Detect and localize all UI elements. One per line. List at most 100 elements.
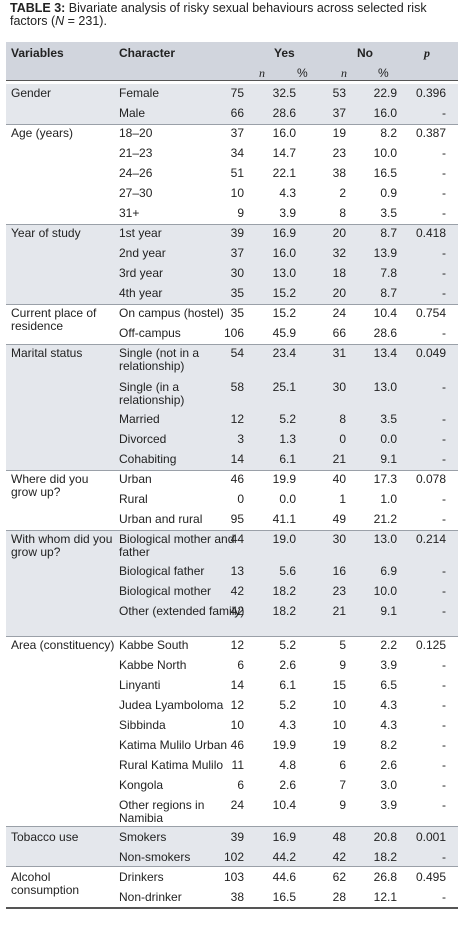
variable-label: Area (constituency) bbox=[11, 638, 115, 652]
no-percent-cell: 8.2 bbox=[380, 738, 397, 752]
yes-count-cell: 102 bbox=[223, 850, 244, 864]
no-percent-cell: 2.6 bbox=[380, 758, 397, 772]
yes-percent-cell: 16.9 bbox=[272, 226, 296, 240]
p-value-cell: - bbox=[442, 658, 446, 672]
character-cell: Single (not in a relationship) bbox=[119, 346, 200, 373]
no-count-cell: 19 bbox=[332, 738, 346, 752]
no-count-cell: 48 bbox=[332, 830, 346, 844]
p-value-cell: - bbox=[442, 326, 446, 340]
yes-count-cell: 0 bbox=[237, 492, 244, 506]
character-cell: 3rd year bbox=[119, 266, 164, 280]
no-count-cell: 40 bbox=[332, 472, 346, 486]
variable-label: Where did you grow up? bbox=[11, 472, 89, 499]
header-no-n: n bbox=[341, 66, 347, 80]
group-rule bbox=[6, 344, 458, 345]
no-percent-cell: 3.9 bbox=[380, 798, 397, 812]
no-percent-cell: 10.0 bbox=[373, 146, 397, 160]
p-value-cell: - bbox=[442, 584, 446, 598]
yes-percent-cell: 18.2 bbox=[272, 604, 296, 618]
character-cell: Drinkers bbox=[119, 870, 164, 884]
no-count-cell: 0 bbox=[339, 432, 346, 446]
no-percent-cell: 21.2 bbox=[373, 512, 397, 526]
no-count-cell: 42 bbox=[332, 850, 346, 864]
yes-count-cell: 42 bbox=[230, 584, 244, 598]
no-count-cell: 21 bbox=[332, 604, 346, 618]
p-value-cell: - bbox=[442, 604, 446, 618]
character-cell: Urban and rural bbox=[119, 512, 203, 526]
character-cell: Cohabiting bbox=[119, 452, 177, 466]
variable-label: Tobacco use bbox=[11, 830, 79, 844]
p-value-cell: - bbox=[442, 432, 446, 446]
no-count-cell: 18 bbox=[332, 266, 346, 280]
character-cell: 27–30 bbox=[119, 186, 153, 200]
no-percent-cell: 18.2 bbox=[373, 850, 397, 864]
yes-count-cell: 46 bbox=[230, 472, 244, 486]
character-cell: 21–23 bbox=[119, 146, 153, 160]
character-cell: Female bbox=[119, 86, 160, 100]
yes-count-cell: 39 bbox=[230, 226, 244, 240]
yes-percent-cell: 15.2 bbox=[272, 306, 296, 320]
p-value-cell: 0.214 bbox=[415, 532, 446, 546]
character-cell: Kabbe South bbox=[119, 638, 189, 652]
yes-count-cell: 12 bbox=[230, 698, 244, 712]
character-cell: Non-drinker bbox=[119, 890, 182, 904]
p-value-cell: - bbox=[442, 758, 446, 772]
yes-count-cell: 34 bbox=[230, 146, 244, 160]
yes-percent-cell: 28.6 bbox=[272, 106, 296, 120]
yes-count-cell: 12 bbox=[230, 638, 244, 652]
no-count-cell: 8 bbox=[339, 206, 346, 220]
table-caption-text: Bivariate analysis of risky sexual behav… bbox=[10, 1, 427, 28]
p-value-cell: - bbox=[442, 698, 446, 712]
yes-percent-cell: 5.2 bbox=[279, 638, 296, 652]
yes-percent-cell: 2.6 bbox=[279, 658, 296, 672]
no-count-cell: 38 bbox=[332, 166, 346, 180]
character-cell: Linyanti bbox=[119, 678, 161, 692]
no-percent-cell: 4.3 bbox=[380, 718, 397, 732]
group-rule bbox=[6, 304, 458, 305]
p-value-cell: - bbox=[442, 850, 446, 864]
yes-count-cell: 11 bbox=[231, 758, 244, 772]
yes-percent-cell: 32.5 bbox=[272, 86, 296, 100]
character-cell: Other (extended family) bbox=[119, 604, 245, 618]
group-rule bbox=[6, 866, 458, 867]
yes-count-cell: 38 bbox=[230, 890, 244, 904]
p-value-cell: - bbox=[442, 166, 446, 180]
no-percent-cell: 2.2 bbox=[380, 638, 397, 652]
no-count-cell: 37 bbox=[332, 106, 346, 120]
no-percent-cell: 28.6 bbox=[373, 326, 397, 340]
p-value-cell: 0.078 bbox=[415, 472, 446, 486]
yes-count-cell: 66 bbox=[230, 106, 244, 120]
character-cell: 2nd year bbox=[119, 246, 166, 260]
yes-count-cell: 37 bbox=[230, 246, 244, 260]
no-count-cell: 24 bbox=[332, 306, 346, 320]
no-percent-cell: 13.9 bbox=[373, 246, 397, 260]
yes-count-cell: 39 bbox=[230, 830, 244, 844]
yes-percent-cell: 5.2 bbox=[279, 698, 296, 712]
row-group bbox=[6, 84, 458, 124]
no-percent-cell: 6.9 bbox=[380, 564, 397, 578]
yes-percent-cell: 15.2 bbox=[272, 286, 296, 300]
no-percent-cell: 16.5 bbox=[373, 166, 397, 180]
p-value-cell: - bbox=[442, 492, 446, 506]
table-caption: TABLE 3: Bivariate analysis of risky sex… bbox=[10, 2, 460, 28]
no-count-cell: 30 bbox=[332, 532, 346, 546]
no-percent-cell: 1.0 bbox=[380, 492, 397, 506]
p-value-cell: - bbox=[442, 186, 446, 200]
sample-size-text: = 231). bbox=[64, 14, 107, 28]
header-rule bbox=[6, 80, 458, 81]
no-count-cell: 49 bbox=[332, 512, 346, 526]
character-cell: 18–20 bbox=[119, 126, 153, 140]
p-value-cell: - bbox=[442, 380, 446, 394]
header-variables: Variables bbox=[11, 46, 64, 60]
character-cell: Non-smokers bbox=[119, 850, 191, 864]
group-rule bbox=[6, 224, 458, 225]
p-value-cell: - bbox=[442, 798, 446, 812]
yes-count-cell: 51 bbox=[230, 166, 244, 180]
p-value-cell: - bbox=[442, 206, 446, 220]
p-value-cell: - bbox=[442, 412, 446, 426]
no-percent-cell: 10.4 bbox=[373, 306, 397, 320]
yes-count-cell: 44 bbox=[230, 532, 244, 546]
yes-percent-cell: 5.2 bbox=[279, 412, 296, 426]
p-value-cell: 0.495 bbox=[415, 870, 446, 884]
